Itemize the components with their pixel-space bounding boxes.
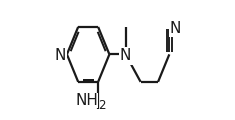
- Text: N: N: [55, 48, 66, 63]
- Text: N: N: [120, 48, 131, 63]
- Text: N: N: [170, 21, 181, 36]
- Text: NH: NH: [75, 93, 98, 108]
- Text: 2: 2: [98, 99, 106, 112]
